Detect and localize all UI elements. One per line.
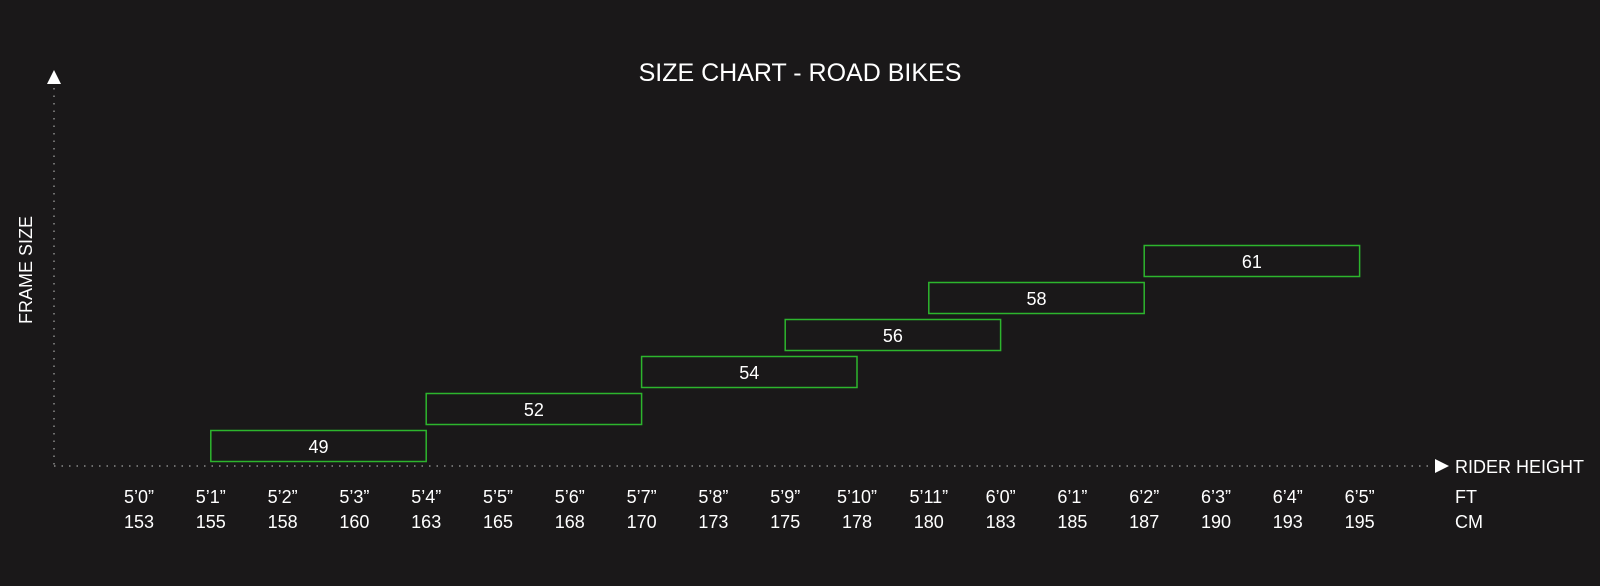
x-tick-ft: 6’5” (1345, 487, 1375, 507)
x-tick-ft: 6’3” (1201, 487, 1231, 507)
x-tick-ft: 5’6” (555, 487, 585, 507)
size-bar-label: 52 (524, 400, 544, 420)
x-tick-ft: 5’11” (909, 487, 948, 507)
x-tick-ft: 6’1” (1057, 487, 1087, 507)
size-bar-label: 61 (1242, 252, 1262, 272)
size-bar-58 (928, 281, 1145, 315)
size-bar-52 (425, 392, 643, 426)
x-tick-ft: 5’3” (339, 487, 369, 507)
x-tick-cm: 193 (1273, 512, 1303, 532)
size-bar-61 (1143, 244, 1361, 278)
size-bar-54 (640, 355, 858, 389)
size-bar-49 (210, 429, 427, 463)
x-tick-cm: 160 (339, 512, 369, 532)
x-tick-cm: 187 (1129, 512, 1159, 532)
chart-title: SIZE CHART - ROAD BIKES (639, 59, 962, 87)
x-tick-cm: 173 (698, 512, 728, 532)
x-tick-ft: 6’0” (986, 487, 1016, 507)
x-tick-ft: 5’8” (698, 487, 728, 507)
size-bar-label: 54 (739, 363, 759, 383)
x-tick-cm: 155 (196, 512, 226, 532)
x-tick-ft: 5’0” (124, 487, 154, 507)
x-tick-cm: 153 (124, 512, 154, 532)
x-tick-cm: 195 (1345, 512, 1375, 532)
y-axis-label: FRAME SIZE (16, 216, 36, 324)
x-tick-cm: 165 (483, 512, 513, 532)
x-tick-cm: 183 (986, 512, 1016, 532)
x-tick-ft: 5’5” (483, 487, 513, 507)
x-tick-cm: 163 (411, 512, 441, 532)
x-tick-cm: 185 (1057, 512, 1087, 532)
x-tick-ft: 5’2” (268, 487, 298, 507)
y-axis-arrow-icon (47, 70, 61, 84)
x-tick-ft: 5’7” (627, 487, 657, 507)
x-tick-ft: 5’1” (196, 487, 226, 507)
x-tick-cm: 190 (1201, 512, 1231, 532)
unit-ft-label: FT (1455, 487, 1477, 507)
size-bar-label: 58 (1026, 289, 1046, 309)
x-axis-label: RIDER HEIGHT (1455, 457, 1584, 477)
x-tick-cm: 178 (842, 512, 872, 532)
size-bars: 49 52 54 56 58 61 (210, 244, 1361, 463)
x-tick-ft: 5’4” (411, 487, 441, 507)
unit-cm-label: CM (1455, 512, 1483, 532)
size-bar-56 (784, 318, 1002, 352)
x-axis-arrow-icon (1435, 459, 1449, 473)
x-tick-ft: 6’2” (1129, 487, 1159, 507)
x-tick-ft: 6’4” (1273, 487, 1303, 507)
x-tick-cm: 180 (914, 512, 944, 532)
x-tick-cm: 158 (268, 512, 298, 532)
x-tick-ft: 5’10” (837, 487, 877, 507)
x-tick-cm: 168 (555, 512, 585, 532)
x-tick-ft: 5’9” (770, 487, 800, 507)
x-tick-cm: 175 (770, 512, 800, 532)
x-tick-cm: 170 (627, 512, 657, 532)
size-bar-label: 49 (308, 437, 328, 457)
x-tick-labels: 5’0” 153 5’1” 155 5’2” 158 5’3” 160 5’4” 163 5’5” 1… (124, 487, 1375, 532)
size-bar-label: 56 (883, 326, 903, 346)
